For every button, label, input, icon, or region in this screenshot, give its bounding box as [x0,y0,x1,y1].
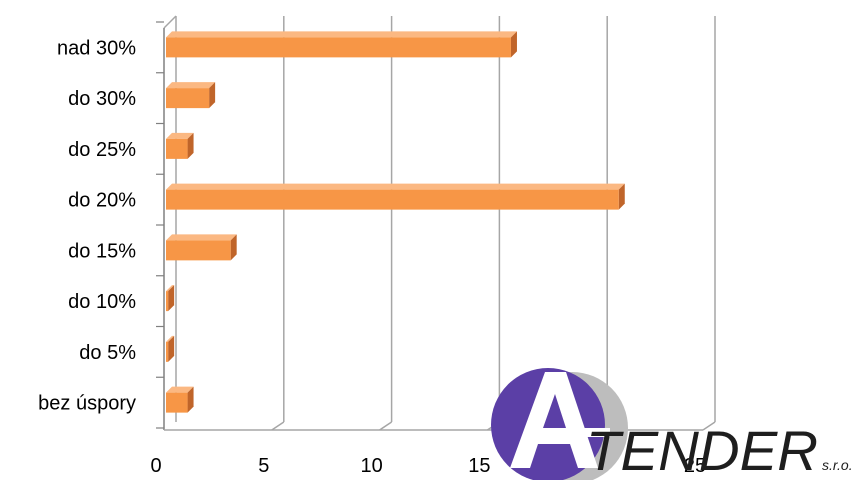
bar [166,386,194,413]
bar-side-face [510,31,517,58]
bar-front-face [166,88,210,109]
bar-front-face [166,138,188,159]
x-tick-label: 25 [684,455,706,477]
logo-a-letter-icon [510,372,598,468]
category-label: do 15% [68,240,136,262]
bar [166,234,237,261]
bar [166,82,216,109]
category-label: do 5% [79,342,136,364]
bar-front-face [166,240,231,261]
bar [166,31,517,58]
bar-side-face [230,234,237,261]
gridline-floor [271,421,285,431]
bar-side-face [209,82,216,109]
logo-main-text: TENDER [586,419,818,480]
category-label: nad 30% [57,37,136,59]
category-label: do 10% [68,291,136,313]
bar-top-face [166,183,625,190]
bar-top-face [166,132,194,139]
bar-front-face [166,392,188,413]
gridline-floor [702,421,716,431]
logo-dash-icon [574,428,610,437]
bar [166,285,175,312]
x-tick-label: 5 [258,455,269,477]
bar-front-face [166,37,511,58]
bar [166,132,194,159]
bars [166,31,625,413]
x-tick-label: 15 [468,455,490,477]
x-tick-labels: 0510152025 [150,455,706,477]
gridline-floor [379,421,393,431]
bar-top-face [166,386,194,393]
chart-axes [156,15,703,431]
bar-side-face [187,132,194,159]
bar-front-face [166,341,169,362]
company-logo: TENDER s.r.o. [491,368,853,480]
grid-lines [271,16,716,431]
category-label: do 30% [68,88,136,110]
logo-suffix-text: s.r.o. [822,457,853,473]
bar [166,183,625,210]
bar-side-face [618,183,625,210]
bar-front-face [166,291,169,312]
bar-top-face [166,82,216,89]
bar-side-face [168,335,175,362]
x-tick-label: 0 [150,455,161,477]
back-wall-top [163,15,177,29]
bar-top-face [166,285,175,292]
category-labels: nad 30% do 30% do 25% do 20% do 15% do 10% do … [38,37,136,414]
bar-top-face [166,31,517,38]
bar-front-face [166,189,619,210]
bar-side-face [187,386,194,413]
category-label: bez úspory [38,393,136,415]
bar-top-face [166,234,237,241]
bar-top-face [166,335,175,342]
bar [166,335,175,362]
x-tick-label: 10 [360,455,382,477]
bar-side-face [168,285,175,312]
category-label: do 25% [68,139,136,161]
category-label: do 20% [68,190,136,212]
